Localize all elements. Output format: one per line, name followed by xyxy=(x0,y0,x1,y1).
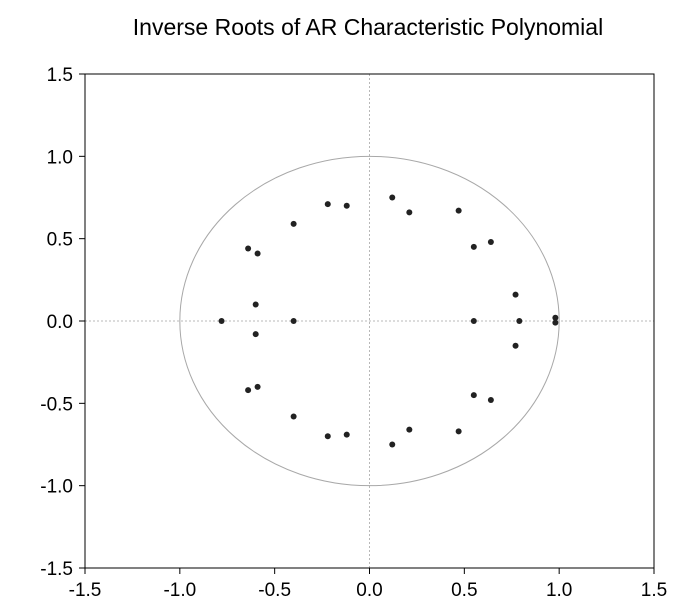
x-tick-label: 0.0 xyxy=(356,580,382,601)
plot-area xyxy=(84,73,655,569)
root-point xyxy=(252,301,259,308)
root-point xyxy=(290,413,297,420)
root-point xyxy=(512,291,519,298)
x-tick-label: 1.0 xyxy=(546,580,572,601)
root-point xyxy=(455,207,462,214)
x-tick-label: 1.5 xyxy=(641,580,667,601)
root-point xyxy=(324,201,331,208)
y-tick-label: -0.5 xyxy=(40,394,73,415)
y-tick-label: 1.5 xyxy=(47,65,73,86)
root-point xyxy=(254,383,261,390)
root-point xyxy=(218,318,225,324)
root-point xyxy=(406,209,413,216)
y-tick-label: 1.0 xyxy=(47,147,73,168)
unit-circle xyxy=(179,155,560,487)
x-tick-label: -1.5 xyxy=(69,580,102,601)
x-tick-label: -1.0 xyxy=(163,580,196,601)
root-point xyxy=(470,243,477,250)
root-point xyxy=(552,319,559,326)
root-point xyxy=(470,318,477,324)
root-point xyxy=(290,318,297,324)
root-point xyxy=(245,387,252,394)
x-axis: -1.5 -1.0 -0.5 0.0 0.5 1.0 1.5 xyxy=(69,568,667,601)
root-point xyxy=(512,342,519,349)
y-tick-label: -1.5 xyxy=(40,559,73,580)
root-point xyxy=(406,426,413,433)
root-point xyxy=(389,441,396,448)
root-point xyxy=(254,250,261,257)
x-tick-label: 0.5 xyxy=(451,580,477,601)
y-axis: 1.5 1.0 0.5 0.0 -0.5 -1.0 -1.5 xyxy=(40,65,85,580)
root-point xyxy=(487,238,494,245)
y-tick-label: -1.0 xyxy=(40,477,73,498)
root-point xyxy=(470,392,477,399)
root-point xyxy=(324,433,331,440)
root-point xyxy=(343,202,350,209)
root-point xyxy=(343,431,350,438)
root-point xyxy=(516,318,523,324)
root-point xyxy=(487,397,494,404)
root-point xyxy=(245,245,252,252)
root-point xyxy=(389,194,396,201)
root-point xyxy=(290,220,297,227)
chart-title: Inverse Roots of AR Characteristic Polyn… xyxy=(133,14,603,40)
y-tick-label: 0.0 xyxy=(47,312,73,333)
root-point xyxy=(455,428,462,435)
y-tick-label: 0.5 xyxy=(47,230,73,251)
root-point xyxy=(252,331,259,338)
x-tick-label: -0.5 xyxy=(258,580,291,601)
root-point xyxy=(552,314,559,321)
